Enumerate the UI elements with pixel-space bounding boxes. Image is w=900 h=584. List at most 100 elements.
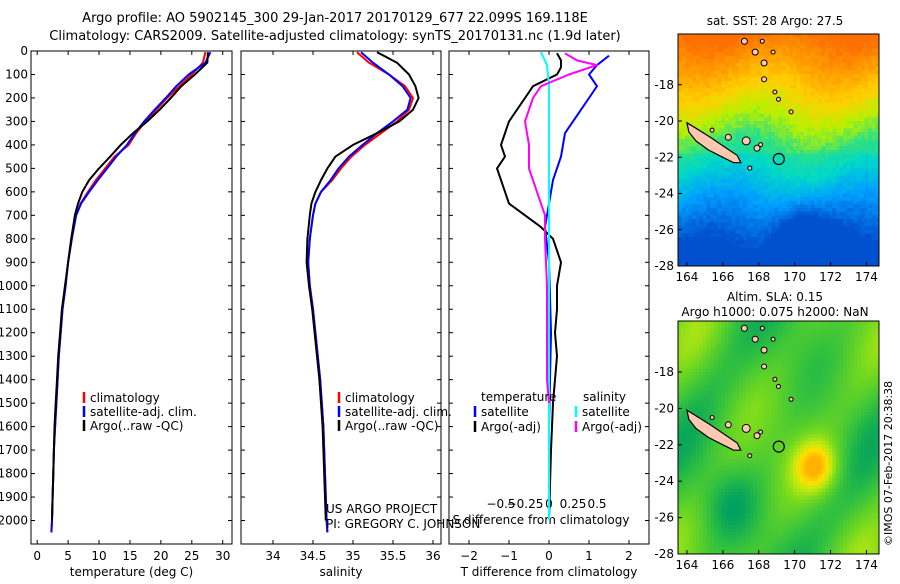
sst-island bbox=[761, 60, 767, 66]
sst-lon-tick-label: 172 bbox=[819, 270, 842, 284]
sst-island bbox=[725, 134, 731, 140]
depth-tick-label: 1300 bbox=[0, 349, 28, 363]
depth-tick-label: 200 bbox=[5, 91, 28, 105]
sla-island bbox=[742, 424, 750, 432]
sst-lat-tick-label: -22 bbox=[654, 150, 674, 164]
sla-island bbox=[725, 422, 731, 428]
credit-timestamp: ©IMOS 07-Feb-2017 20:38:38 bbox=[882, 381, 895, 546]
salinity-xtick-label: 34 bbox=[265, 549, 280, 563]
sst-island bbox=[741, 38, 747, 44]
sst-island bbox=[760, 39, 764, 43]
temperature-xtick-label: 30 bbox=[215, 549, 230, 563]
legend-label-argo: Argo(..raw -QC) bbox=[345, 419, 438, 433]
depth-tick-label: 500 bbox=[5, 161, 28, 175]
sla-island bbox=[777, 385, 781, 389]
depth-tick-label: 2000 bbox=[0, 514, 28, 528]
temperature-series-satellite bbox=[51, 52, 210, 532]
sst-color-field bbox=[678, 34, 880, 267]
sst-island bbox=[710, 128, 714, 132]
temperature-xtick-label: 0 bbox=[33, 549, 41, 563]
depth-tick-label: 1900 bbox=[0, 490, 28, 504]
sst-island bbox=[748, 166, 752, 170]
salinity-diff-tick-label: 0.25 bbox=[560, 497, 587, 511]
legend-label-t-argo: Argo(-adj) bbox=[481, 420, 541, 434]
difference-xtick-label: 0 bbox=[545, 549, 553, 563]
sst-island bbox=[771, 50, 775, 54]
difference-xtick-label: −1 bbox=[500, 549, 518, 563]
sla-lat-tick-label: -26 bbox=[654, 511, 674, 525]
sla-island bbox=[771, 337, 775, 341]
salinity-axes-frame bbox=[241, 51, 441, 544]
sst-island bbox=[773, 90, 777, 94]
sst-lat-tick-label: -24 bbox=[654, 187, 674, 201]
sla-island bbox=[748, 454, 752, 458]
depth-tick-label: 800 bbox=[5, 232, 28, 246]
salinity-xtick-label: 35 bbox=[345, 549, 360, 563]
salinity-xlabel: salinity bbox=[319, 565, 362, 579]
sla-color-field bbox=[678, 321, 880, 555]
pi-label: PI: GREGORY C. JOHNSON bbox=[326, 517, 480, 531]
sla-island bbox=[741, 325, 747, 331]
sla-island bbox=[760, 326, 764, 330]
sla-lon-tick-label: 168 bbox=[747, 558, 770, 572]
temperature-xtick-label: 5 bbox=[64, 549, 72, 563]
legend-header-salinity: salinity bbox=[583, 390, 626, 404]
sst-lon-tick-label: 174 bbox=[855, 270, 878, 284]
difference-xlabel: T difference from climatology bbox=[460, 565, 638, 579]
sla-island bbox=[759, 430, 763, 434]
figure-title-line2: Climatology: CARS2009. Satellite-adjuste… bbox=[49, 29, 621, 44]
temperature-xtick-label: 25 bbox=[184, 549, 199, 563]
depth-tick-label: 900 bbox=[5, 255, 28, 269]
temperature-xtick-label: 15 bbox=[122, 549, 137, 563]
legend-label-satellite: satellite-adj. clim. bbox=[345, 405, 452, 419]
salinity-diff-tick-label: 0.5 bbox=[587, 497, 606, 511]
depth-tick-label: 300 bbox=[5, 114, 28, 128]
salinity-diff-tick-label: −0.25 bbox=[507, 497, 544, 511]
depth-tick-label: 100 bbox=[5, 67, 28, 81]
legend-label-s-sal_satellite: satellite bbox=[582, 405, 630, 419]
sla-lon-tick-label: 174 bbox=[855, 558, 878, 572]
sst-lat-tick-label: -28 bbox=[654, 259, 674, 273]
depth-tick-label: 1500 bbox=[0, 396, 28, 410]
sla-lon-tick-label: 172 bbox=[819, 558, 842, 572]
depth-tick-label: 600 bbox=[5, 185, 28, 199]
temperature-series-climatology bbox=[51, 52, 205, 532]
depth-tick-label: 1700 bbox=[0, 443, 28, 457]
temperature-xtick-label: 20 bbox=[153, 549, 168, 563]
sla-island bbox=[752, 336, 758, 342]
depth-tick-label: 700 bbox=[5, 208, 28, 222]
difference-xtick-label: −2 bbox=[460, 549, 478, 563]
depth-tick-label: 1400 bbox=[0, 373, 28, 387]
sla-map-title-line1: Altim. SLA: 0.15 bbox=[727, 290, 823, 304]
temperature-xlabel: temperature (deg C) bbox=[70, 565, 193, 579]
sla-lon-tick-label: 164 bbox=[676, 558, 699, 572]
sla-lat-tick-label: -20 bbox=[654, 401, 674, 415]
sla-lat-tick-label: -28 bbox=[654, 547, 674, 561]
sla-island bbox=[762, 364, 767, 369]
sla-island bbox=[773, 377, 777, 381]
temperature-panel: 0100200300400500600700800900100011001200… bbox=[0, 44, 232, 579]
difference-xtick-label: 2 bbox=[625, 549, 633, 563]
sla-lat-tick-label: -24 bbox=[654, 474, 674, 488]
salinity-xtick-label: 34.5 bbox=[300, 549, 327, 563]
sla-lon-tick-label: 166 bbox=[711, 558, 734, 572]
legend-label-s-sal_argo: Argo(-adj) bbox=[582, 420, 642, 434]
depth-tick-label: 1100 bbox=[0, 302, 28, 316]
sla-island bbox=[761, 347, 767, 353]
salinity-xtick-label: 35.5 bbox=[380, 549, 407, 563]
legend-label-satellite: satellite-adj. clim. bbox=[90, 405, 197, 419]
sla-island bbox=[710, 416, 714, 420]
depth-tick-label: 1000 bbox=[0, 279, 28, 293]
figure-title-line1: Argo profile: AO 5902145_300 29-Jan-2017… bbox=[82, 11, 588, 26]
temperature-series-argo bbox=[52, 52, 208, 520]
sla-map-title-line2: Argo h1000: 0.075 h2000: NaN bbox=[681, 305, 868, 319]
sst-lon-tick-label: 166 bbox=[711, 270, 734, 284]
sla-island bbox=[789, 397, 793, 401]
project-label: US ARGO PROJECT bbox=[326, 502, 438, 516]
difference-series-sal_argo bbox=[525, 53, 597, 403]
sst-lat-tick-label: -18 bbox=[654, 78, 674, 92]
